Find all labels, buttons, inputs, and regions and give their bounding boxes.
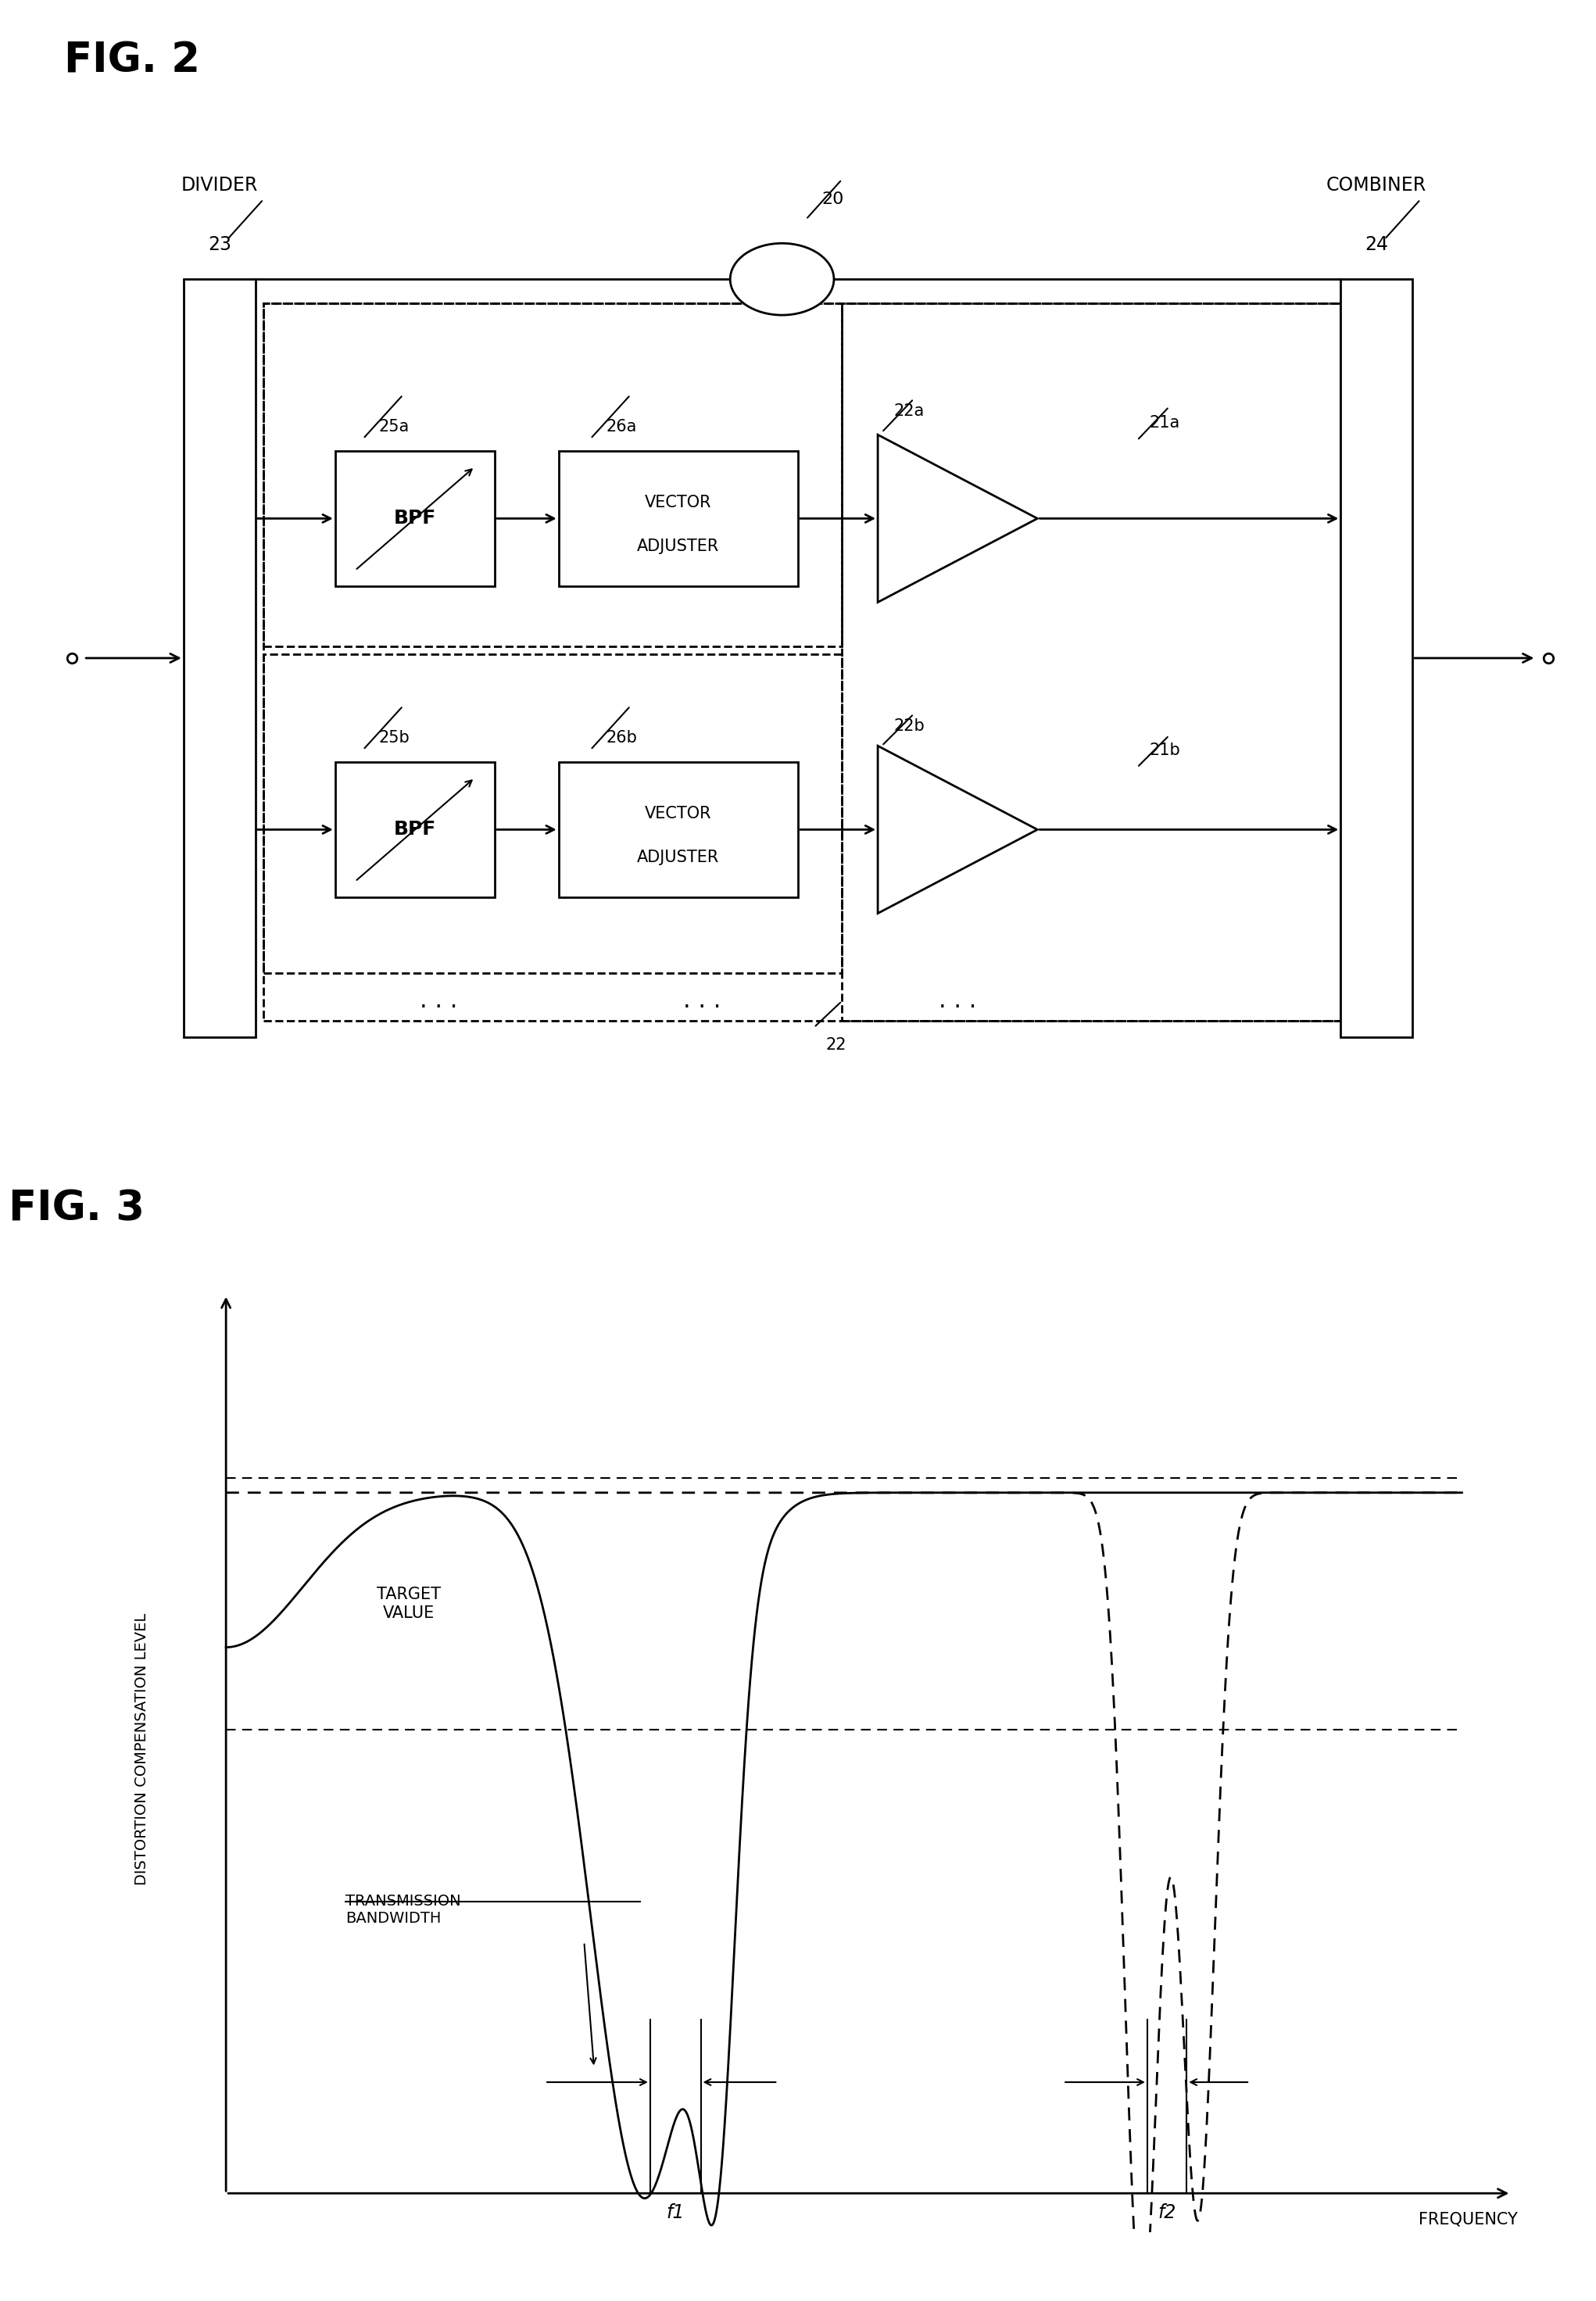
Text: . . .: . . .: [683, 989, 721, 1012]
Polygon shape: [878, 435, 1037, 603]
Text: FIG. 3: FIG. 3: [8, 1187, 144, 1229]
Text: 20: 20: [822, 191, 844, 207]
Text: . . .: . . .: [420, 989, 458, 1012]
Text: 25b: 25b: [380, 729, 410, 746]
Text: VECTOR: VECTOR: [645, 805, 712, 821]
Polygon shape: [878, 746, 1037, 913]
Text: BPF: BPF: [394, 819, 436, 840]
Ellipse shape: [731, 244, 835, 315]
Text: FREQUENCY: FREQUENCY: [1419, 2211, 1518, 2227]
Text: 22a: 22a: [894, 403, 924, 419]
Bar: [184, 278, 255, 1038]
Text: 22: 22: [827, 1038, 846, 1052]
Bar: [335, 762, 495, 897]
Text: 22b: 22b: [894, 718, 924, 734]
Text: 24: 24: [1365, 235, 1389, 253]
Text: ADJUSTER: ADJUSTER: [637, 849, 720, 865]
Text: . . .: . . .: [938, 989, 977, 1012]
Bar: [559, 451, 798, 587]
Bar: [335, 451, 495, 587]
Bar: [559, 762, 798, 897]
Text: 23: 23: [207, 235, 231, 253]
Text: ADJUSTER: ADJUSTER: [637, 538, 720, 555]
Text: TARGET
VALUE: TARGET VALUE: [377, 1588, 440, 1620]
Text: 26a: 26a: [606, 419, 637, 435]
Text: 21b: 21b: [1149, 743, 1179, 757]
Text: DISTORTION COMPENSATION LEVEL: DISTORTION COMPENSATION LEVEL: [134, 1613, 148, 1885]
Text: f2: f2: [1157, 2204, 1176, 2223]
Text: DIVIDER: DIVIDER: [180, 175, 259, 193]
Text: 26b: 26b: [606, 729, 638, 746]
Text: FIG. 2: FIG. 2: [64, 39, 200, 81]
Text: BPF: BPF: [394, 509, 436, 527]
Text: COMBINER: COMBINER: [1326, 175, 1427, 193]
Text: f1: f1: [666, 2204, 685, 2223]
Bar: [1341, 278, 1412, 1038]
Text: 21a: 21a: [1149, 414, 1179, 430]
Text: TRANSMISSION
BANDWIDTH: TRANSMISSION BANDWIDTH: [345, 1894, 461, 1926]
Text: VECTOR: VECTOR: [645, 495, 712, 511]
Text: 25a: 25a: [380, 419, 410, 435]
